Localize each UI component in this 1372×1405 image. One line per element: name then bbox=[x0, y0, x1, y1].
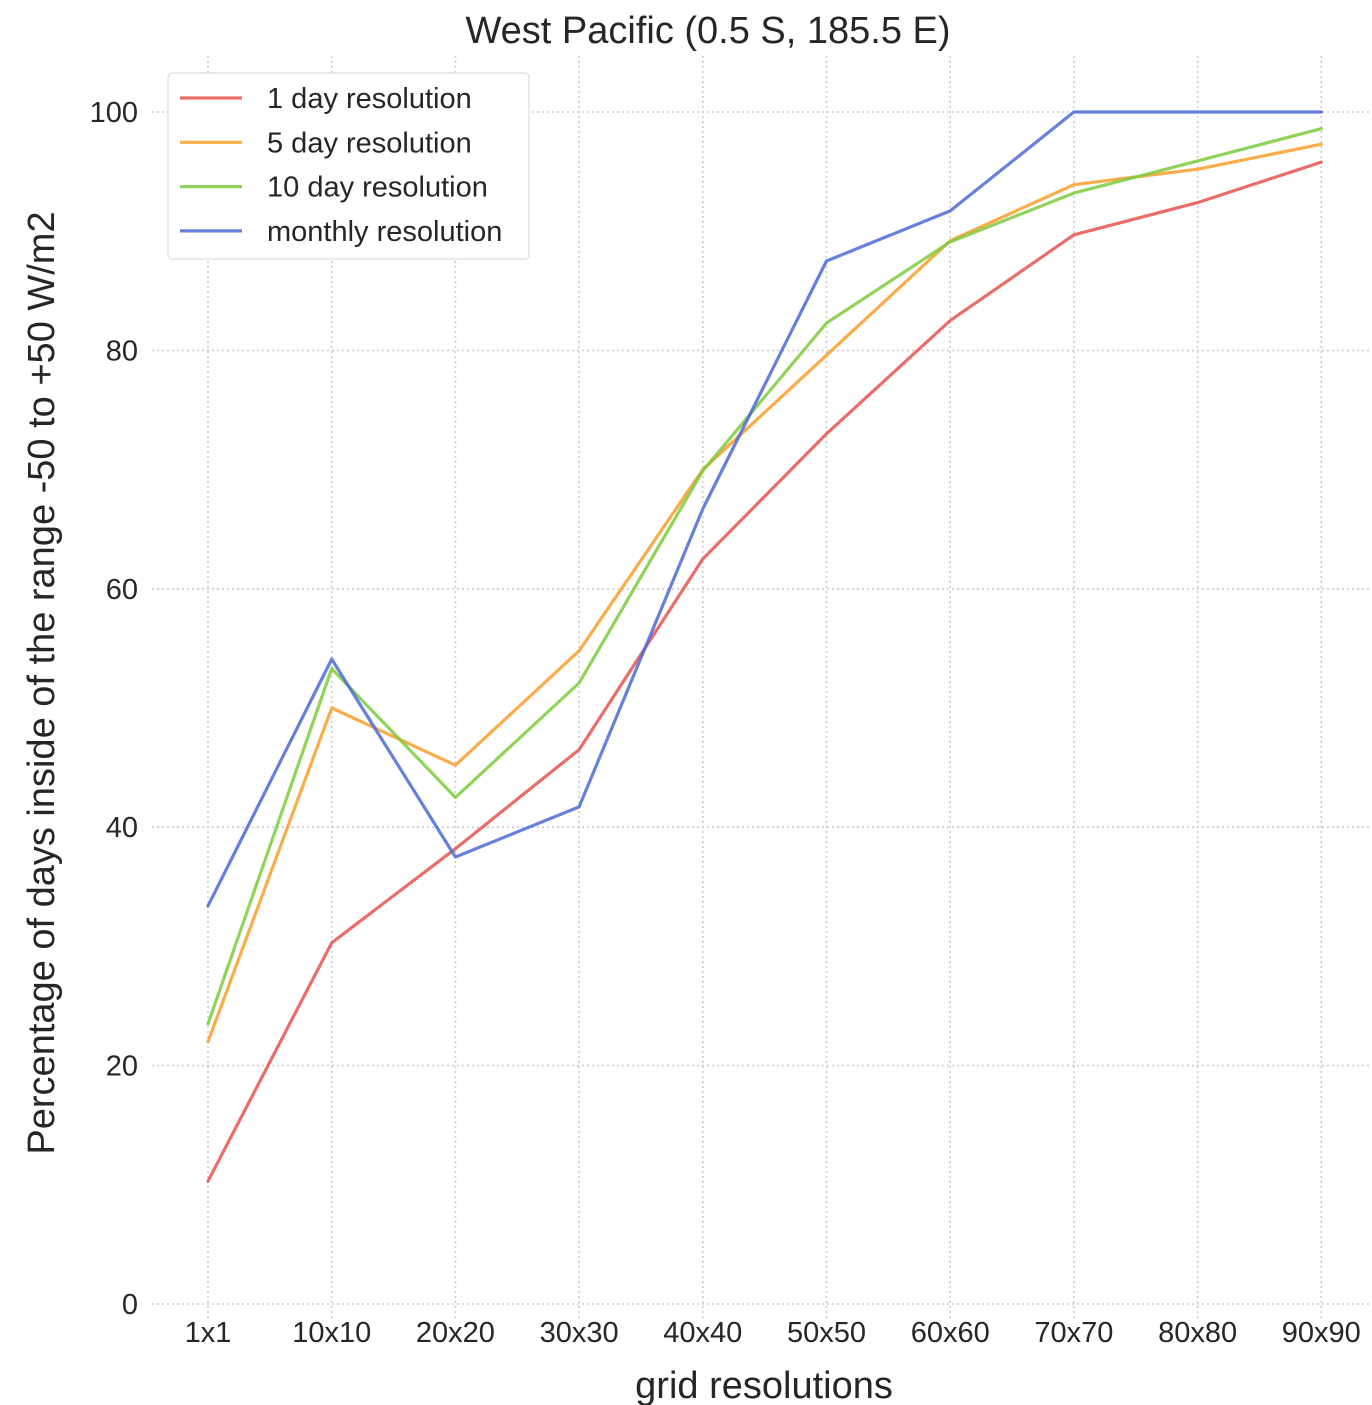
x-tick-label: 30x30 bbox=[540, 1317, 619, 1349]
x-tick-label: 40x40 bbox=[663, 1317, 742, 1349]
x-tick-label: 60x60 bbox=[911, 1317, 990, 1349]
x-tick-label: 1x1 bbox=[185, 1317, 232, 1349]
legend-box bbox=[167, 72, 530, 260]
x-tick-labels: 1x1 10x10 20x20 30x30 40x40 50x50 60x60 70x70 80… bbox=[185, 1317, 1361, 1349]
y-tick-label: 20 bbox=[106, 1051, 138, 1083]
y-tick-label: 80 bbox=[106, 335, 138, 367]
y-tick-label: 40 bbox=[106, 812, 138, 844]
x-axis-label: grid resolutions bbox=[635, 1365, 893, 1405]
y-tick-label: 0 bbox=[122, 1289, 138, 1321]
x-tick-label: 50x50 bbox=[787, 1317, 866, 1349]
series-line-4 bbox=[206, 110, 1323, 908]
x-tick-label: 70x70 bbox=[1034, 1317, 1113, 1349]
legend-label: 5 day resolution bbox=[267, 127, 472, 159]
legend-label: monthly resolution bbox=[267, 216, 502, 248]
legend-label: 1 day resolution bbox=[267, 83, 472, 115]
series-line-3 bbox=[206, 127, 1323, 1026]
x-tick-label: 10x10 bbox=[292, 1317, 371, 1349]
y-tick-label: 100 bbox=[90, 97, 138, 129]
y-tick-labels: 0 20 40 60 80 100 bbox=[90, 97, 138, 1321]
legend-label: 10 day resolution bbox=[267, 172, 488, 204]
y-axis-label: Percentage of days inside of the range -… bbox=[21, 211, 63, 1154]
series-line-1 bbox=[206, 160, 1323, 1183]
x-gridlines bbox=[207, 56, 1323, 1320]
series-lines bbox=[206, 110, 1323, 1183]
series-line-2 bbox=[206, 142, 1323, 1044]
y-tick-label: 60 bbox=[106, 574, 138, 606]
chart-title: West Pacific (0.5 S, 185.5 E) bbox=[465, 10, 950, 52]
x-tick-label: 80x80 bbox=[1158, 1317, 1237, 1349]
legend: 1 day resolution 5 day resolution 10 day r… bbox=[167, 72, 530, 260]
x-tick-label: 90x90 bbox=[1282, 1317, 1361, 1349]
x-tick-label: 20x20 bbox=[416, 1317, 495, 1349]
